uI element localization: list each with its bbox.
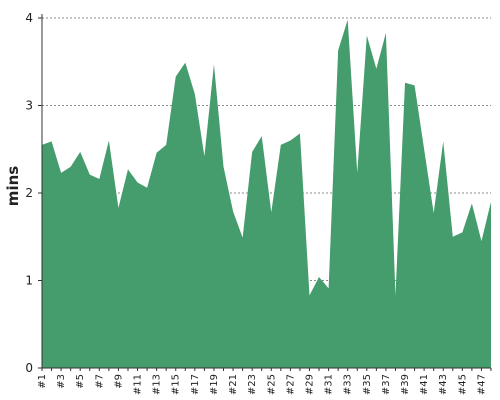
y-tick-label: 3 <box>25 99 33 113</box>
x-tick-label: #33 <box>343 374 354 395</box>
x-tick-label: #13 <box>152 374 163 395</box>
axes <box>41 14 491 369</box>
x-tick-label: #41 <box>419 374 430 395</box>
x-tick-label: #15 <box>171 374 182 395</box>
x-tick-label: #25 <box>266 374 277 395</box>
x-tick-label: #29 <box>304 374 315 395</box>
x-tick-label: #17 <box>190 374 201 395</box>
x-tick-label: #39 <box>400 374 411 395</box>
x-tick-label: #21 <box>228 374 239 395</box>
x-tick-label: #31 <box>324 374 335 395</box>
x-tick-label: #9 <box>113 374 124 389</box>
x-tick-label: #37 <box>381 374 392 395</box>
series-area <box>42 19 491 368</box>
x-tick-label: #1 <box>37 374 48 389</box>
x-tick-label: #23 <box>247 374 258 395</box>
x-tick-label: #7 <box>94 374 105 389</box>
x-tick-label: #35 <box>362 374 373 395</box>
y-tick-label: 2 <box>25 186 33 200</box>
x-tick-label: #11 <box>133 374 144 395</box>
x-tick-label: #3 <box>56 374 67 389</box>
x-tick-label: #27 <box>285 374 296 395</box>
y-axis-label: mins <box>4 166 22 206</box>
y-tick-label: 4 <box>25 11 33 25</box>
x-tick-label: #45 <box>457 374 468 395</box>
x-tick-labels: #1 #3 #5 #7 #9 #11 #13 #15 #17 #19 #21 #23 #25 #27 #29… <box>37 368 492 395</box>
area-fill <box>42 19 491 368</box>
x-tick-label: #43 <box>438 374 449 395</box>
x-tick-label: #19 <box>209 374 220 395</box>
y-tick-label: 0 <box>25 361 33 375</box>
y-tick-label: 1 <box>25 274 33 288</box>
x-tick-label: #47 <box>476 374 487 395</box>
y-tick-labels: 0 1 2 3 4 <box>25 11 42 375</box>
x-tick-label: #5 <box>75 374 86 389</box>
